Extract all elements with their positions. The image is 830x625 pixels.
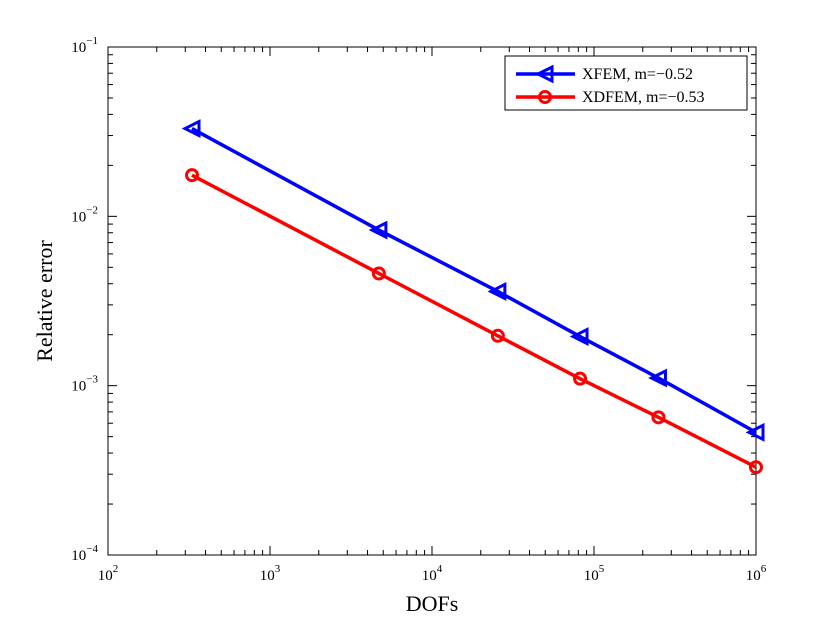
x-tick-label: 104 — [422, 563, 443, 584]
legend-items: XFEM, m=−0.52 XDFEM, m=−0.53 — [516, 64, 705, 106]
x-tick-label-exp: 4 — [437, 563, 443, 575]
data-point-marker — [651, 410, 666, 425]
y-tick-label-exp: −4 — [86, 543, 98, 555]
data-point-marker — [371, 266, 386, 281]
x-tick-label: 106 — [746, 563, 767, 584]
x-tick-label: 102 — [98, 563, 119, 584]
y-tick-label-base: 10 — [71, 548, 86, 564]
y-tick-label: 10−1 — [71, 35, 98, 56]
x-tick-label-base: 10 — [746, 568, 761, 584]
data-point-marker — [181, 119, 201, 138]
y-tick-label-exp: −1 — [86, 35, 98, 47]
x-tick-label: 103 — [260, 563, 281, 584]
data-point-marker — [745, 422, 765, 442]
legend-entry: XDFEM, m=−0.53 — [516, 89, 705, 106]
data-point-marker — [749, 460, 763, 475]
legend-entry: XFEM, m=−0.52 — [516, 64, 693, 84]
y-tick-label: 10−3 — [71, 374, 98, 395]
legend-swatch-marker — [538, 90, 552, 104]
data-point-marker — [490, 328, 505, 343]
x-tick-label-base: 10 — [584, 568, 599, 584]
series-2 — [184, 168, 763, 475]
series-1 — [181, 119, 765, 442]
x-tick-label: 105 — [584, 563, 605, 584]
x-tick-label-exp: 5 — [599, 563, 605, 575]
y-tick-label-base: 10 — [71, 379, 86, 395]
series-group — [181, 119, 765, 475]
x-tick-label-base: 10 — [422, 568, 437, 584]
legend: XFEM, m=−0.52 XDFEM, m=−0.53 — [504, 55, 748, 111]
x-tick-label-base: 10 — [260, 568, 275, 584]
y-tick-labels: 10−410−310−210−1 — [71, 35, 98, 564]
x-tick-label-exp: 6 — [761, 563, 767, 575]
x-tick-label-exp: 2 — [113, 563, 119, 575]
x-tick-labels: 102 103 104 105 106 — [98, 563, 767, 584]
x-axis-title: DOFs — [406, 591, 459, 616]
series-line — [191, 126, 757, 434]
y-tick-label-base: 10 — [71, 40, 86, 56]
y-tick-label-exp: −3 — [86, 374, 98, 386]
x-tick-label-base: 10 — [98, 568, 113, 584]
plot-area: 102 103 104 105 106 10−410−310−210−1 — [71, 35, 766, 584]
ticks — [107, 46, 757, 556]
y-tick-label-exp: −2 — [86, 204, 98, 216]
y-axis-title: Relative error — [32, 240, 57, 362]
x-tick-label-exp: 3 — [275, 563, 281, 575]
y-tick-label-base: 10 — [71, 209, 86, 225]
data-point-marker — [648, 368, 667, 388]
y-tick-label: 10−2 — [71, 204, 98, 225]
series-line — [191, 173, 757, 469]
legend-label: XDFEM, m=−0.53 — [582, 89, 705, 106]
data-point-marker — [487, 282, 507, 301]
data-point-marker — [184, 168, 199, 183]
data-point-marker — [573, 371, 588, 386]
data-point-marker — [569, 327, 589, 346]
legend-label: XFEM, m=−0.52 — [582, 66, 693, 83]
y-tick-label: 10−4 — [71, 543, 98, 564]
legend-swatch-marker — [534, 64, 554, 84]
data-point-marker — [368, 220, 388, 240]
